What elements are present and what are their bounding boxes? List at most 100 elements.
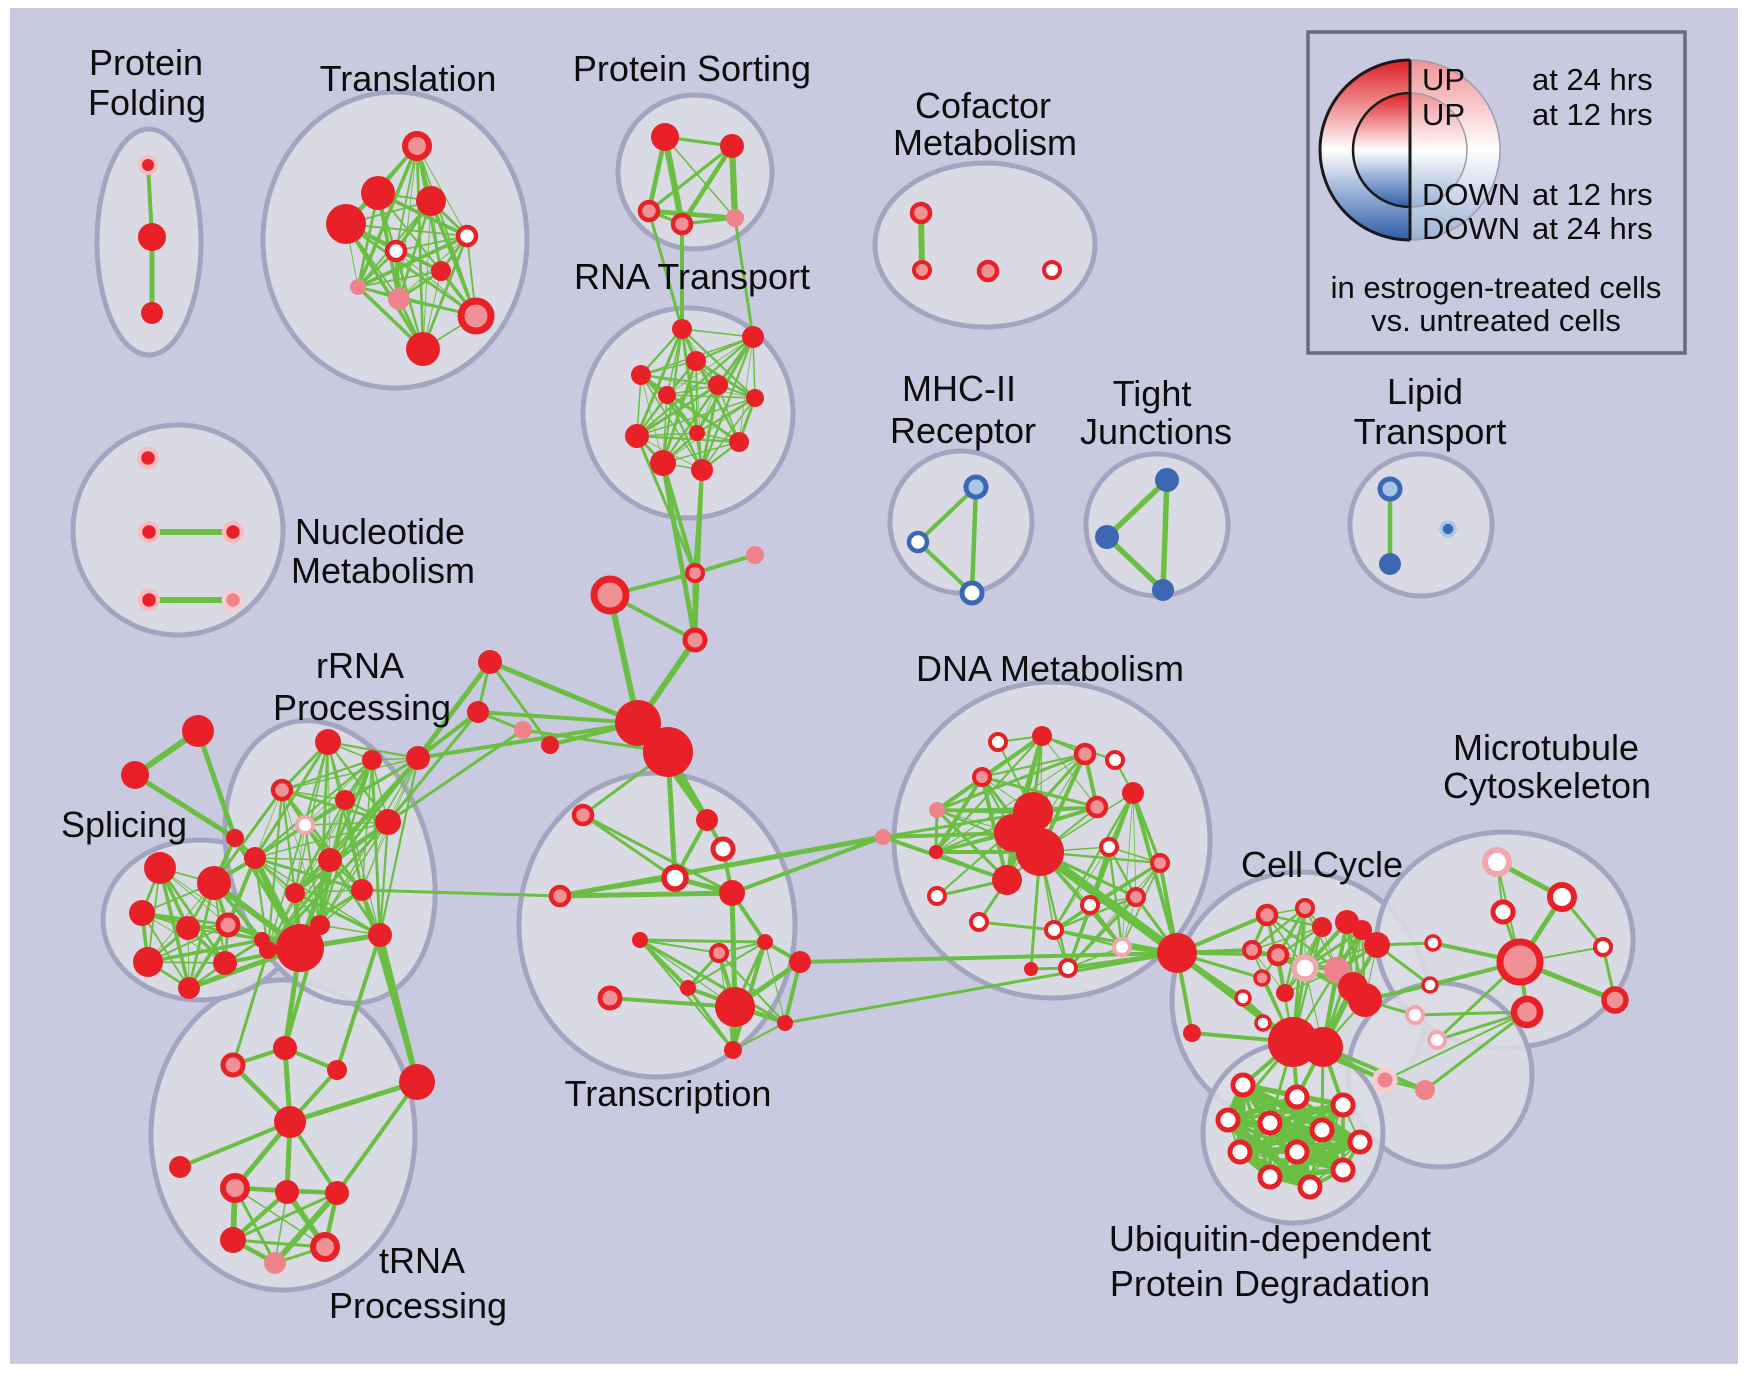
- gene-node-sp2: [129, 900, 155, 926]
- gene-node-lp1: [1379, 553, 1401, 575]
- edge-tl4-tl10: [421, 235, 469, 350]
- gene-node-cc6: [1242, 940, 1262, 960]
- gene-node-cc0: [1255, 903, 1279, 927]
- gene-node-rt11: [691, 459, 713, 481]
- legend-outer-right-arc: [1409, 59, 1501, 241]
- gene-node-tl6: [431, 261, 451, 281]
- cluster-label-trna-processing-line1: Processing: [329, 1285, 507, 1326]
- edge-tx8-dm23: [799, 951, 1178, 964]
- gene-node-dm5: [929, 802, 945, 818]
- edge-sp1-sp7: [187, 882, 216, 989]
- gene-node-tl3: [326, 204, 366, 244]
- gene-node-dm14: [1150, 853, 1170, 873]
- edge-rr2-rr3: [281, 757, 419, 791]
- edge-ub5-ub7: [1239, 1127, 1323, 1155]
- edge-rr2-rr13: [266, 757, 420, 951]
- edge-rr3-rr7: [254, 789, 283, 859]
- edge-rt2-rt10: [640, 374, 664, 464]
- legend-time-0: at 24 hrs: [1532, 62, 1653, 97]
- edge-dm3-dm23: [1131, 792, 1179, 954]
- edge-rt2-rt9: [640, 373, 740, 444]
- gene-node-cc5: [1364, 932, 1390, 958]
- gene-node-rr8: [318, 848, 342, 872]
- edge-rr2-rr12: [378, 757, 420, 936]
- gene-node-tx2: [661, 864, 689, 892]
- edge-mt5-un1: [1384, 1011, 1528, 1081]
- gene-node-rr4: [335, 790, 355, 810]
- gene-node-rr1: [362, 750, 382, 770]
- edge-ps2-ps4: [648, 208, 736, 221]
- edge-rt1-rt11: [700, 336, 755, 471]
- edge-cc20-mt5: [1414, 1010, 1528, 1017]
- gene-node-tr10: [264, 1252, 286, 1274]
- cluster-label-tight-junctions-line1: Junctions: [1080, 411, 1232, 452]
- gene-node-tr11: [399, 1064, 435, 1100]
- legend-time-1: at 12 hrs: [1532, 97, 1653, 132]
- gene-node-dm15: [1126, 887, 1146, 907]
- edge-tl3-tl9: [345, 222, 477, 318]
- gene-node-ub9: [1257, 1164, 1283, 1190]
- edge-tr7-tr8: [232, 1191, 338, 1242]
- cluster-label-translation-line0: Translation: [320, 58, 497, 99]
- edge-ps1-ps4: [728, 145, 739, 219]
- gene-node-tl7: [350, 279, 366, 295]
- gene-node-mh1: [906, 530, 930, 554]
- gene-node-dm17: [1044, 920, 1064, 940]
- legend-box: [1306, 30, 1687, 355]
- edge-fc12-fc13: [133, 772, 237, 841]
- edge-tl2-tl9: [429, 200, 478, 317]
- gene-node-rt3: [686, 351, 706, 371]
- gene-node-fc1: [685, 563, 705, 583]
- edge-mt5-un2: [1424, 1010, 1528, 1092]
- gene-node-rr14: [276, 924, 324, 972]
- gene-node-dm18: [969, 912, 989, 932]
- legend-term-3: DOWN: [1422, 211, 1520, 246]
- gene-node-rt5: [658, 386, 676, 404]
- edge-mh0-mh1: [916, 485, 978, 544]
- edge-rt0-rt6: [681, 328, 756, 399]
- edge-dm4-dm8: [934, 775, 984, 854]
- edge-fc4-rr2: [417, 721, 639, 760]
- edge-rt6-rt10: [662, 397, 756, 464]
- gene-node-dm23: [1157, 933, 1197, 973]
- gene-node-fc7: [571, 803, 595, 827]
- cluster-label-rna-transport-line0: RNA Transport: [574, 256, 810, 297]
- gene-node-rr7: [244, 847, 266, 869]
- gene-node-ub7: [1227, 1139, 1253, 1165]
- gene-node-tx5: [632, 932, 648, 948]
- gene-node-dm24: [1183, 1024, 1201, 1042]
- gene-node-tj0: [1155, 468, 1179, 492]
- gene-node-tx12: [777, 1015, 793, 1031]
- edge-ps4-rt1: [733, 217, 755, 338]
- gene-node-lp0: [1377, 476, 1403, 502]
- edge-tl0-tl10: [415, 145, 425, 350]
- gene-node-tx7: [757, 934, 773, 950]
- gene-node-tx11: [724, 1041, 742, 1059]
- cluster-label-ubiquitin-degradation-line0: Ubiquitin-dependent: [1109, 1218, 1431, 1259]
- gene-node-rr12: [368, 923, 392, 947]
- edge-dm2-dm4: [981, 752, 1086, 779]
- gene-node-fc12: [121, 761, 149, 789]
- gene-node-dm22: [1112, 937, 1132, 957]
- cluster-label-ubiquitin-degradation-line1: Protein Degradation: [1110, 1263, 1430, 1304]
- gene-node-fc0: [590, 575, 630, 615]
- gene-node-rt0: [672, 319, 692, 339]
- edge-rt6-rt7: [636, 397, 756, 437]
- gene-node-cc1: [1295, 898, 1315, 918]
- gene-node-tl5: [384, 239, 408, 263]
- gene-node-dm12: [992, 865, 1022, 895]
- edge-fc6-fc8: [488, 661, 552, 746]
- gene-node-tr9: [310, 1232, 340, 1262]
- edge-fc7-tx4: [582, 813, 733, 895]
- edge-fc1-fc2: [694, 553, 756, 575]
- gene-node-dm20: [1058, 958, 1078, 978]
- gene-node-cc14: [1254, 1014, 1272, 1032]
- edge-rr6-rr12: [378, 821, 390, 936]
- gene-node-fc2: [746, 546, 764, 564]
- edge-tr7-tr10: [272, 1191, 340, 1265]
- edge-ub2-ub4: [1269, 1102, 1344, 1126]
- gene-node-tl9: [457, 297, 495, 335]
- gene-node-cc11: [1348, 983, 1382, 1017]
- gene-node-cf1: [912, 260, 932, 280]
